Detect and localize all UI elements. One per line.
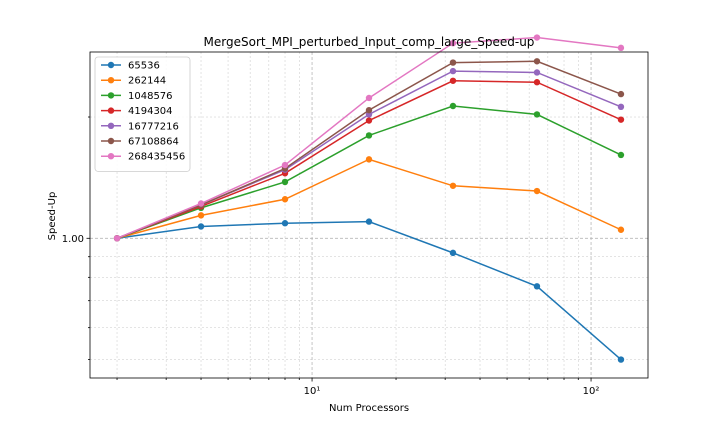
- data-point: [449, 39, 457, 47]
- legend-item: 262144: [101, 76, 166, 87]
- data-point: [533, 79, 541, 86]
- data-point: [365, 117, 373, 124]
- data-point: [197, 223, 205, 230]
- data-point: [533, 34, 541, 41]
- legend-label: 65536: [128, 61, 160, 72]
- legend: 65536 262144 1048576 4194304 16777216 6710886…: [94, 56, 191, 172]
- data-point: [197, 212, 205, 219]
- legend-label: 16777216: [128, 121, 179, 132]
- data-point: [197, 200, 205, 207]
- data-point: [281, 178, 289, 186]
- data-point: [449, 59, 457, 66]
- legend-box: [94, 56, 191, 172]
- plot-frame: [89, 51, 649, 379]
- legend-label: 67108864: [128, 137, 179, 148]
- data-point: [365, 218, 373, 225]
- data-point: [449, 249, 457, 257]
- data-point: [365, 106, 373, 114]
- y-axis-label: Speed-Up: [47, 192, 58, 241]
- data-point: [365, 132, 373, 139]
- legend-label: 4194304: [128, 106, 173, 117]
- legend-label: 268435456: [128, 152, 185, 163]
- legend-label: 262144: [128, 76, 166, 87]
- legend-marker: [107, 153, 115, 160]
- series-group: [113, 34, 625, 363]
- x-axis-label: Num Processors: [329, 403, 409, 414]
- data-point: [533, 69, 541, 76]
- x-tick-label: 10¹: [304, 386, 321, 397]
- legend-marker: [107, 61, 115, 69]
- data-point: [281, 196, 289, 203]
- data-point: [533, 283, 541, 290]
- legend-marker: [107, 77, 115, 84]
- data-point: [449, 102, 457, 110]
- chart-title: MergeSort_MPI_perturbed_Input_comp_large…: [204, 35, 535, 49]
- legend-marker: [107, 107, 115, 114]
- legend-item: 1048576: [101, 91, 173, 102]
- legend-item: 16777216: [101, 121, 179, 132]
- data-point: [617, 151, 625, 159]
- legend-item: 4194304: [101, 106, 173, 117]
- data-point: [533, 58, 541, 65]
- series-268435456: [113, 34, 625, 242]
- data-point: [113, 235, 121, 242]
- data-point: [281, 161, 289, 169]
- data-point: [617, 116, 625, 123]
- y-tick-label: 1.00: [62, 234, 84, 245]
- legend-item: 268435456: [101, 152, 185, 163]
- legend-marker: [107, 122, 115, 129]
- legend-item: 67108864: [101, 137, 179, 148]
- data-point: [617, 44, 625, 52]
- x-tick-label: 10²: [583, 386, 600, 397]
- data-point: [617, 90, 625, 98]
- series-65536: [113, 218, 625, 363]
- data-point: [365, 156, 373, 163]
- data-point: [617, 356, 625, 363]
- legend-item: 65536: [101, 61, 160, 72]
- data-point: [617, 226, 625, 233]
- data-point: [449, 182, 457, 189]
- data-point: [365, 94, 373, 102]
- data-point: [533, 111, 541, 118]
- data-point: [617, 103, 625, 111]
- data-point: [281, 220, 289, 227]
- data-point: [533, 187, 541, 195]
- legend-marker: [107, 137, 115, 145]
- legend-label: 1048576: [128, 91, 173, 102]
- legend-marker: [107, 92, 115, 99]
- data-point: [449, 77, 457, 84]
- data-point: [449, 67, 457, 75]
